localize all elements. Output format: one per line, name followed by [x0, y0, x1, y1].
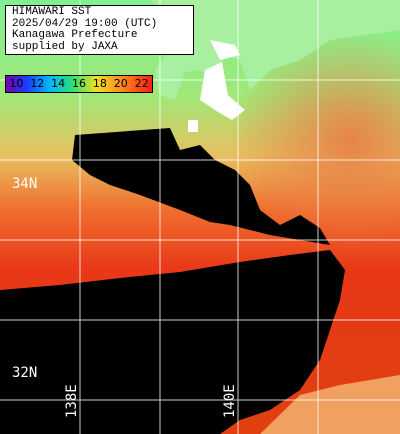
title-line: HIMAWARI SST	[12, 6, 92, 18]
longitude-label: 138E	[64, 384, 80, 418]
color-legend: 10 12 14 16 18 20 22	[5, 75, 153, 93]
legend-label: 16	[72, 77, 86, 90]
legend-label: 22	[134, 77, 149, 90]
land	[200, 62, 245, 120]
legend-label: 18	[92, 77, 107, 90]
legend-label: 12	[30, 77, 45, 90]
cloud-cover	[72, 128, 330, 245]
warm-water	[260, 375, 400, 434]
longitude-label: 140E	[222, 384, 238, 418]
latitude-label: 32N	[12, 365, 38, 381]
warm-water	[230, 30, 400, 250]
island	[188, 120, 198, 132]
title-line: supplied by JAXA	[12, 40, 118, 53]
legend-label: 10	[9, 77, 24, 90]
title-line: Kanagawa Prefecture	[12, 29, 138, 41]
land	[210, 40, 240, 60]
title-line: 2025/04/29 19:00 (UTC)	[12, 17, 158, 30]
cloud-cover	[0, 250, 345, 434]
legend-label: 20	[113, 77, 128, 90]
latitude-label: 34N	[12, 176, 38, 192]
legend-label: 14	[51, 77, 66, 90]
title-box: HIMAWARI SST 2025/04/29 19:00 (UTC) Kana…	[5, 5, 194, 55]
